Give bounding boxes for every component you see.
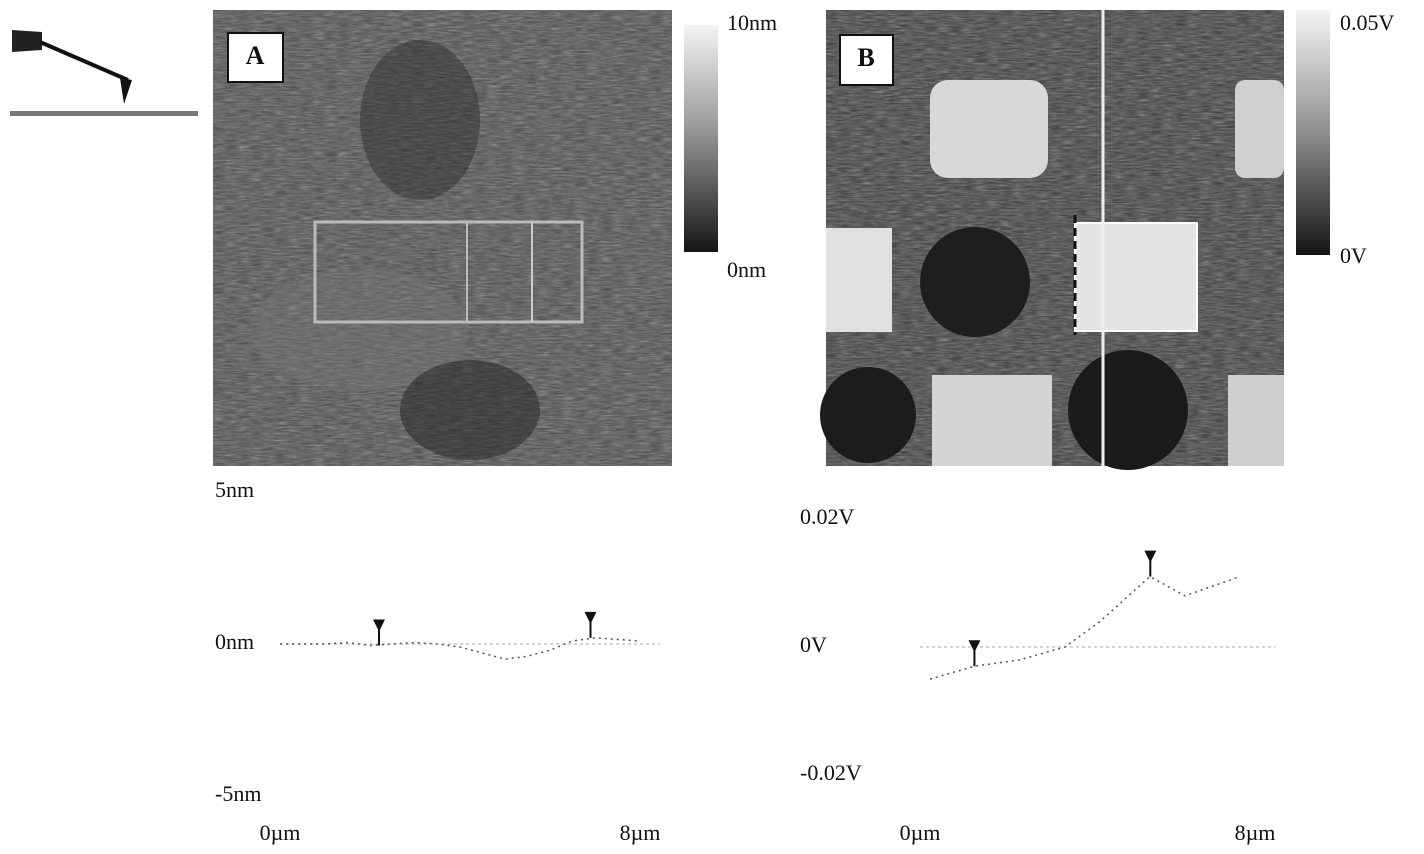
potential-image	[820, 10, 1284, 470]
x-tick-label: 8µm	[1235, 820, 1276, 845]
colorbar	[684, 25, 718, 252]
colorbar-label: 0.05V	[1340, 10, 1395, 35]
y-tick-label: 0V	[800, 632, 827, 657]
profile-line	[930, 577, 1240, 679]
colorbar-label: 0V	[1340, 243, 1367, 268]
cursor-marker	[585, 612, 597, 638]
profile-line	[280, 638, 640, 659]
cursor-marker	[373, 620, 385, 646]
y-tick-label: 0nm	[215, 629, 254, 654]
figure: A 10nm 0nm B 0.05V 0V 5nm 0nm -5nm 0µm 8µm 0.…	[0, 0, 1424, 854]
x-tick-label: 0µm	[900, 820, 941, 845]
cursor-marker	[968, 640, 980, 666]
colorbar	[1296, 10, 1330, 255]
colorbar-label: 0nm	[727, 257, 766, 282]
cursor-marker	[1144, 551, 1156, 577]
y-tick-label: 5nm	[215, 477, 254, 502]
cantilever-icon	[10, 30, 198, 116]
panel-label: B	[857, 43, 874, 72]
topography-image	[213, 10, 672, 466]
panel-label: A	[246, 41, 265, 70]
x-tick-label: 0µm	[260, 820, 301, 845]
x-tick-label: 8µm	[620, 820, 661, 845]
y-tick-label: -5nm	[215, 781, 261, 806]
y-tick-label: -0.02V	[800, 760, 862, 785]
y-tick-label: 0.02V	[800, 504, 855, 529]
colorbar-label: 10nm	[727, 10, 777, 35]
